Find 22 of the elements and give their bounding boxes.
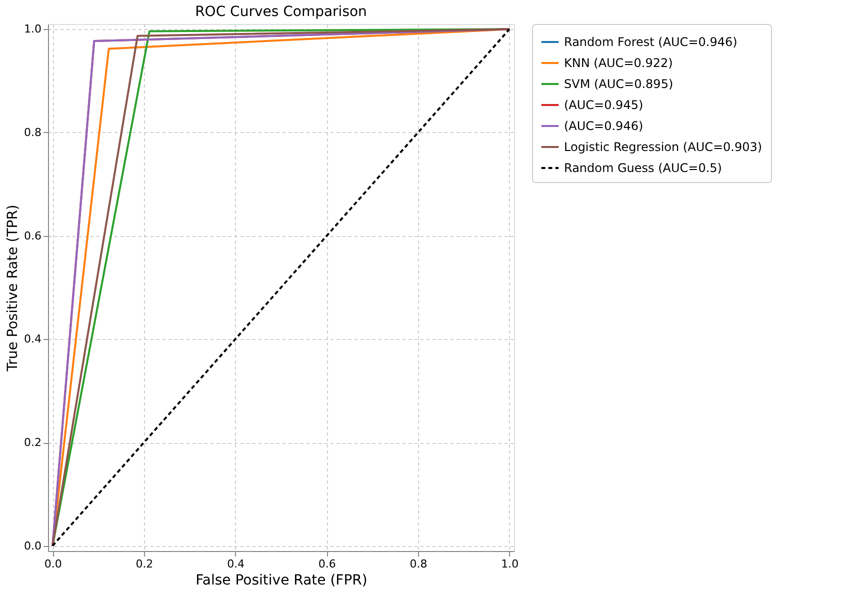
y-tick-label: 0.6: [24, 229, 42, 242]
x-axis-title: False Positive Rate (FPR): [196, 572, 368, 588]
y-tick-label: 0.0: [24, 539, 42, 552]
legend-label: KNN (AUC=0.922): [564, 56, 673, 70]
x-tick-label: 1.0: [501, 558, 519, 570]
legend-label: SVM (AUC=0.895): [564, 77, 674, 91]
legend-label: (AUC=0.945): [564, 98, 644, 112]
legend-label: (AUC=0.946): [564, 119, 644, 133]
legend-label: Random Forest (AUC=0.946): [564, 35, 738, 49]
x-tick-label: 0.8: [410, 558, 428, 570]
y-tick-label: 1.0: [24, 22, 42, 36]
y-axis-title: True Positive Rate (TPR): [5, 204, 22, 372]
x-tick-label: 0.0: [44, 558, 62, 570]
y-tick-label: 0.4: [24, 332, 42, 346]
legend-label: Random Guess (AUC=0.5): [564, 161, 722, 175]
chart-title: ROC Curves Comparison: [195, 4, 367, 20]
x-tick-label: 0.4: [227, 558, 245, 570]
y-tick-label: 0.8: [24, 126, 42, 139]
x-tick-label: 0.6: [318, 558, 336, 570]
x-tick-label: 0.2: [136, 558, 154, 570]
legend-label: Logistic Regression (AUC=0.903): [564, 140, 762, 154]
y-tick-label: 0.2: [24, 436, 42, 449]
